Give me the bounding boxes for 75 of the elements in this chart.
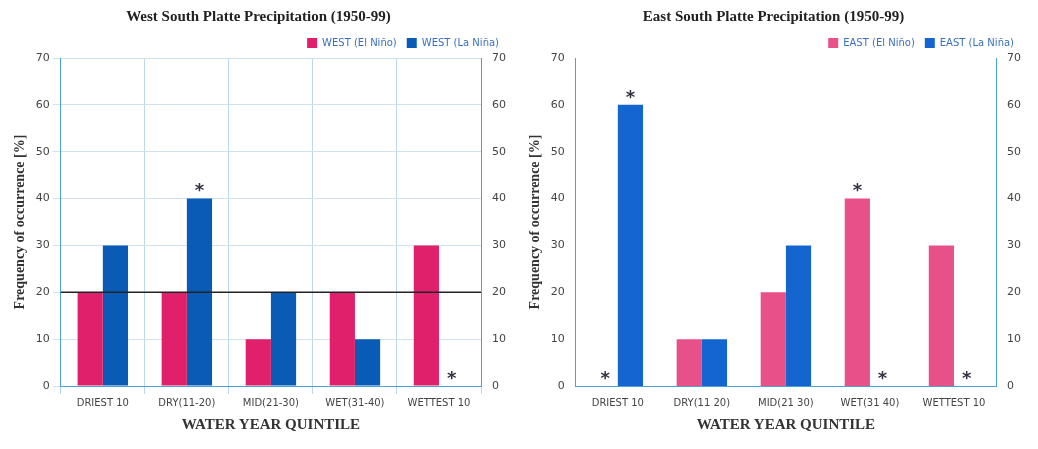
x-tick-label: WET(31-40) — [325, 396, 385, 408]
y-tick-label: 40 — [35, 191, 50, 205]
bar — [329, 292, 355, 386]
bar — [760, 292, 786, 386]
bar — [77, 292, 103, 386]
bar — [102, 245, 129, 386]
y-tick-label: 30 — [35, 238, 50, 252]
y-axis-title: Frequency of occurrence [%] — [12, 134, 28, 310]
bar — [617, 104, 644, 386]
y2-tick-label: 50 — [1007, 144, 1021, 158]
y-tick-label: 50 — [550, 144, 565, 158]
annotation: * — [625, 85, 636, 107]
y-tick-label: 0 — [557, 378, 565, 392]
annotation: * — [446, 366, 457, 388]
y2-tick-label: 70 — [1007, 50, 1021, 64]
y-tick-label: 30 — [550, 238, 565, 252]
y2-tick-label: 10 — [1007, 332, 1021, 345]
legend-label: WEST (La Niña) — [421, 36, 500, 48]
chart-title: East South Platte Precipitation (1950-99) — [642, 7, 905, 25]
legend-label: EAST (El Niño) — [843, 36, 915, 48]
y-tick-label: 20 — [550, 285, 565, 299]
y-tick-label: 20 — [35, 285, 50, 299]
bar — [676, 339, 702, 386]
y2-tick-label: 20 — [1007, 285, 1021, 299]
x-tick-label: WET(31 40) — [840, 396, 900, 408]
y-tick-label: 60 — [35, 97, 50, 111]
y2-tick-label: 20 — [492, 285, 506, 299]
y-tick-label: 70 — [35, 50, 50, 64]
bar — [413, 245, 439, 386]
legend-label: EAST (La Niña) — [939, 36, 1015, 48]
y2-tick-label: 30 — [1007, 238, 1021, 252]
annotation: * — [194, 179, 205, 201]
bar — [186, 198, 213, 386]
y2-tick-label: 10 — [492, 332, 506, 345]
y-tick-label: 50 — [35, 144, 50, 158]
x-tick-label: DRY(11-20) — [158, 396, 216, 408]
y2-tick-label: 50 — [492, 144, 506, 158]
annotation: * — [961, 366, 972, 388]
y2-tick-label: 0 — [492, 378, 499, 392]
annotation: * — [877, 366, 888, 388]
bar — [354, 339, 381, 386]
y2-tick-label: 30 — [492, 238, 506, 252]
y-tick-label: 70 — [550, 50, 565, 64]
y-tick-label: 0 — [42, 378, 50, 392]
bar — [785, 245, 812, 386]
x-tick-label: MID(21-30) — [242, 396, 300, 408]
y2-tick-label: 70 — [492, 50, 506, 64]
bar — [928, 245, 954, 386]
x-tick-label: WETTEST 10 — [922, 396, 986, 408]
legend-label: WEST (El Niño) — [322, 36, 397, 48]
x-tick-label: MID(21 30) — [758, 396, 814, 408]
bar — [701, 339, 728, 386]
y2-tick-label: 40 — [492, 191, 506, 205]
y-axis-title: Frequency of occurrence [%] — [527, 134, 543, 310]
bar — [270, 292, 297, 386]
y-tick-label: 10 — [35, 332, 50, 345]
x-tick-label: DRIEST 10 — [591, 396, 644, 408]
chart-title: West South Platte Precipitation (1950-99) — [126, 7, 391, 25]
y2-tick-label: 60 — [1007, 97, 1021, 111]
y2-tick-label: 40 — [1007, 191, 1021, 205]
bar — [844, 198, 870, 386]
y-tick-label: 10 — [550, 332, 565, 345]
y-tick-label: 60 — [550, 97, 565, 111]
y2-tick-label: 0 — [1007, 378, 1014, 392]
bar — [245, 339, 271, 386]
bar — [161, 292, 187, 386]
x-tick-label: DRY(11 20) — [673, 396, 731, 408]
x-axis-title: WATER YEAR QUINTILE — [181, 415, 361, 432]
annotation: * — [600, 366, 611, 388]
x-axis-title: WATER YEAR QUINTILE — [696, 415, 876, 432]
y-tick-label: 40 — [550, 191, 565, 205]
x-tick-label: WETTEST 10 — [407, 396, 471, 408]
annotation: * — [852, 179, 863, 201]
x-tick-label: DRIEST 10 — [76, 396, 129, 408]
y2-tick-label: 60 — [492, 97, 506, 111]
